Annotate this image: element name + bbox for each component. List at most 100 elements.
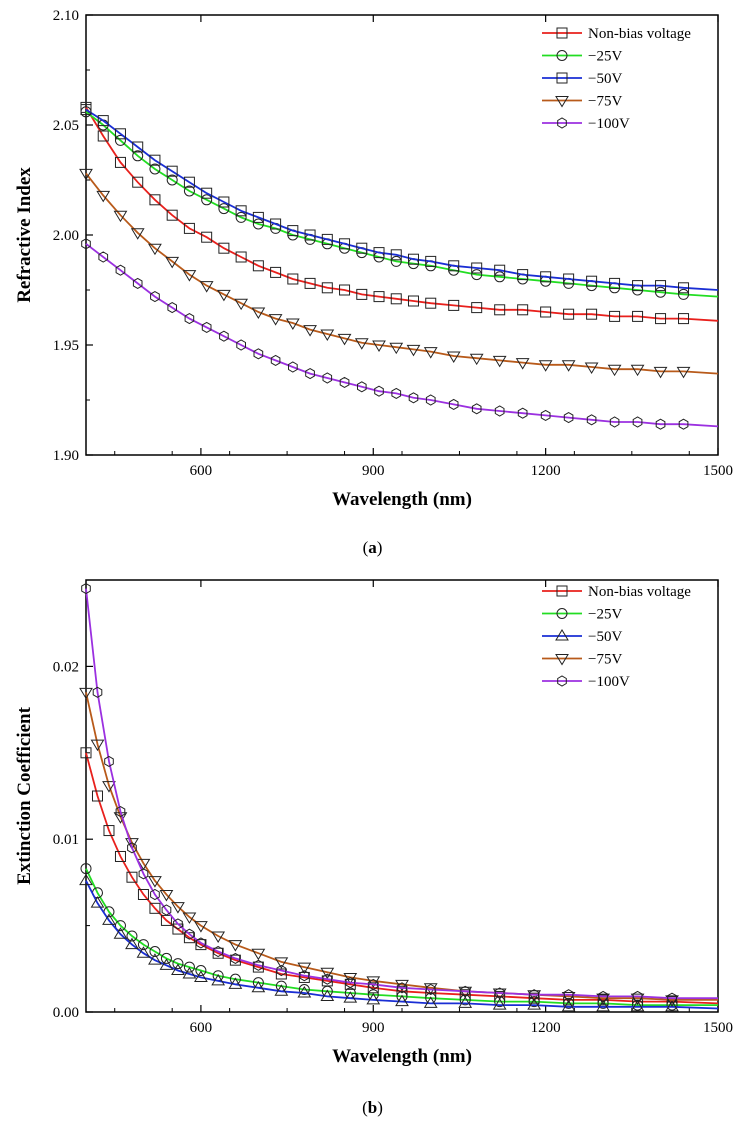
series-line [85,243,719,428]
data-point [218,203,230,215]
x-tick-label: 1200 [531,463,561,479]
data-point [517,269,529,281]
data-point [538,360,553,372]
data-point [90,739,105,752]
data-point [125,937,139,950]
series-line [85,111,719,298]
data-point [563,308,575,320]
data-point [165,256,180,269]
data-point [540,409,551,421]
data-point [171,902,185,914]
data-point [114,128,126,140]
data-point [390,255,402,267]
data-point [448,260,460,272]
data-point [406,344,421,357]
data-point [609,277,621,289]
data-point [515,358,530,370]
data-point [584,362,599,374]
legend-label: Non-bias voltage [588,584,691,600]
data-point [586,275,598,287]
series-line [85,106,719,322]
data-point [274,957,289,969]
legend-label: −75V [588,652,622,668]
data-point [561,999,576,1012]
data-point [125,838,139,850]
caption-b: (b) [362,1098,383,1117]
x-tick-label: 600 [190,1020,213,1036]
data-point [103,825,115,837]
data-point [114,134,126,146]
data-point [80,104,92,116]
data-point [297,962,312,975]
y-tick-label: 1.95 [53,338,79,354]
data-point [136,946,151,958]
data-point [235,211,247,223]
data-point [182,967,197,979]
y-tick-label: 0.02 [53,659,79,675]
data-point [459,994,471,1006]
data-point [528,996,540,1008]
data-point [655,313,667,325]
legend-item: −75V [542,652,622,668]
data-point [166,209,178,221]
data-point [469,353,484,366]
data-point [195,965,207,977]
data-point [81,238,91,250]
extinction-coefficient-chart: 600 900 1200 1500 0.00 0.01 0.02 Wavelength (nm… [14,579,733,1067]
data-point [136,858,151,871]
data-point [563,989,574,1001]
data-point [678,288,690,300]
data-point [586,414,597,426]
series-1 [80,106,719,300]
y-tick-label: 0.00 [53,1005,79,1021]
data-point [540,306,552,318]
data-point [171,963,185,976]
y-tick-label: 2.05 [53,118,79,134]
plot-frame [85,14,719,456]
data-point [228,940,243,952]
data-point [182,912,197,924]
data-point [448,299,460,311]
legend-label: −25V [588,607,622,623]
data-point [213,945,223,958]
data-point [114,850,126,862]
data-point [304,277,316,289]
data-point [274,984,289,996]
data-point [114,156,126,168]
legend-marker [557,117,567,129]
data-point [235,251,247,263]
data-point [563,273,575,285]
legend-item: Non-bias voltage [542,584,691,600]
data-point [343,991,358,1003]
data-point [113,210,128,223]
y-tick-label: 0.01 [53,832,79,848]
data-point [80,863,92,875]
data-point [320,967,335,980]
data-point [115,806,126,818]
data-point [607,364,622,377]
data-point [527,990,542,1002]
y-tick-label: 2.00 [53,228,79,244]
data-point [563,997,575,1009]
data-point [322,973,333,985]
data-point [113,927,128,939]
data-point [665,999,679,1012]
legend-marker [556,608,568,619]
data-point [285,318,300,330]
y-axis-label: Refractive Index [14,167,35,303]
plot-frame [85,579,719,1013]
data-point [127,842,137,854]
data-point [149,194,161,206]
data-point [655,280,667,292]
data-point [366,976,381,988]
caption-a-label: a [368,538,377,557]
series-4 [81,583,718,1004]
data-point [609,416,620,428]
series-line [85,588,718,1000]
data-point [423,347,438,359]
data-point [201,321,212,333]
data-point [252,260,264,272]
series-3 [79,687,718,1007]
data-point [194,970,208,982]
data-point [303,325,317,337]
